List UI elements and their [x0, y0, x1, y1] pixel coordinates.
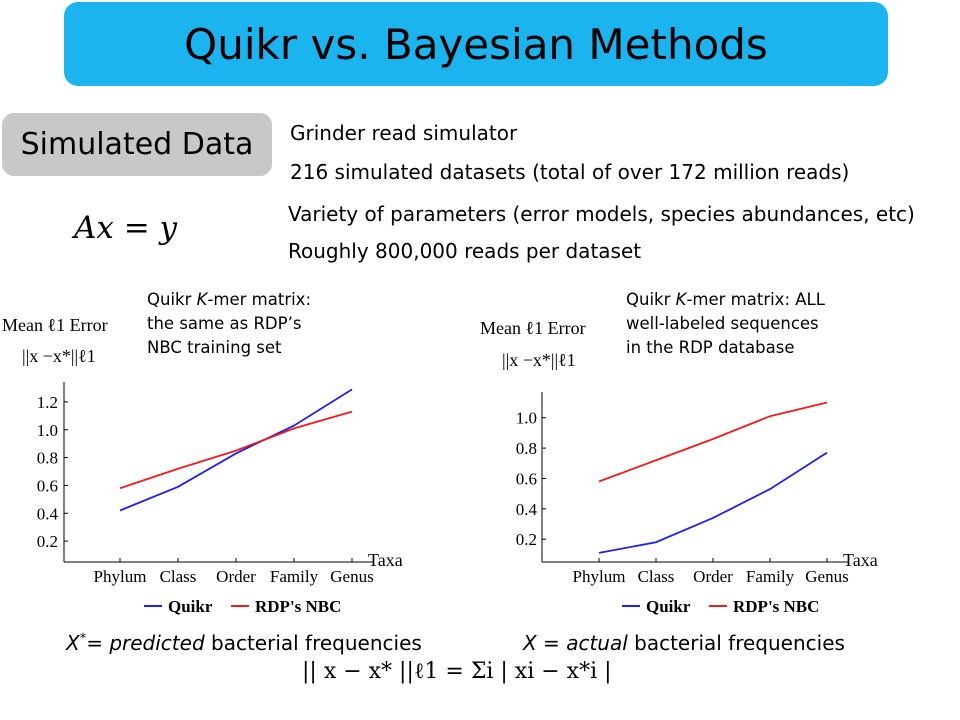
chart2-xtick-label-4: Genus [805, 567, 848, 586]
chart1-xlabel: Taxa [368, 550, 403, 570]
chart2-note-line1c: -mer matrix: ALL [686, 290, 825, 309]
caption-predicted-eq: = [86, 631, 110, 655]
chart1-ylabel-2: ||x −x*||ℓ1 [22, 346, 96, 366]
chart2-ytick-label-3: 0.8 [516, 439, 537, 458]
chart2-note-line1a: Quikr [626, 290, 676, 309]
chart2-note: Quikr K-mer matrix: ALL well-labeled seq… [626, 288, 825, 360]
chart2-xlabel: Taxa [843, 550, 878, 570]
chart2-legend-label-1: RDP's NBC [733, 597, 819, 616]
chart2-xtick-label-0: Phylum [573, 567, 626, 586]
chart2-note-line2: well-labeled sequences [626, 314, 819, 333]
equation: Ax = y [74, 210, 178, 246]
caption-predicted-text: bacterial frequencies [204, 631, 422, 655]
title-banner: Quikr vs. Bayesian Methods [64, 2, 888, 86]
chart2-series-1-line [598, 401, 828, 483]
caption-actual-em: actual [566, 631, 628, 655]
chart2-ytick-label-2: 0.6 [516, 469, 537, 488]
caption-actual-var: X = [523, 631, 567, 655]
chart2-xtick-label-2: Order [693, 567, 733, 586]
caption-actual-text: bacterial frequencies [627, 631, 845, 655]
caption-predicted-var: X [66, 631, 80, 655]
caption-predicted: X*= predicted bacterial frequencies [66, 631, 422, 655]
chart1-ytick-label-3: 0.8 [37, 449, 58, 468]
chart2-note-line1b: K [675, 290, 687, 309]
chart1-series-0-line [119, 388, 353, 512]
chart2-ytick-label-4: 1.0 [516, 409, 537, 428]
bullet-1: Grinder read simulator [290, 121, 518, 145]
l1-norm-formula: || x − x* ||ℓ1 = Σi | xi − x*i | [302, 659, 612, 684]
caption-predicted-sup: * [79, 631, 87, 647]
chart1-note-line3: NBC training set [147, 338, 282, 357]
caption-predicted-em: predicted [109, 631, 205, 655]
chart1-ytick-label-2: 0.6 [37, 476, 58, 495]
chart2-series-0-line [598, 451, 828, 554]
chart1-xtick-label-3: Family [270, 567, 319, 586]
chart2-ylabel-1: Mean ℓ1 Error [480, 318, 586, 338]
chart2-xtick-label-3: Family [746, 567, 795, 586]
chart1-ylabel-1: Mean ℓ1 Error [2, 315, 108, 335]
bullet-4: Roughly 800,000 reads per dataset [288, 239, 642, 263]
chart1-note-line1c: -mer matrix: [207, 290, 312, 309]
chart1-xtick-label-0: Phylum [94, 567, 147, 586]
chart1-note-line1b: K [196, 290, 208, 309]
slide-title: Quikr vs. Bayesian Methods [184, 19, 768, 69]
chart1-ytick-label-1: 0.4 [37, 504, 59, 523]
chart1-ytick-label-5: 1.2 [37, 393, 58, 412]
chart2-ytick-label-1: 0.4 [516, 500, 538, 519]
chart1-legend-label-0: Quikr [168, 597, 213, 616]
caption-actual: X = actual bacterial frequencies [523, 631, 845, 655]
chart1-xtick-label-4: Genus [330, 567, 373, 586]
chart1-series-1-line [119, 410, 353, 490]
bullet-3: Variety of parameters (error models, spe… [288, 202, 915, 226]
section-tag: Simulated Data [2, 113, 272, 176]
chart2-note-line3: in the RDP database [626, 338, 795, 357]
chart1-note: Quikr K-mer matrix: the same as RDP’s NB… [147, 288, 311, 360]
chart1-xtick-label-2: Order [216, 567, 256, 586]
chart2-xtick-label-1: Class [638, 567, 675, 586]
chart1-note-line1a: Quikr [147, 290, 197, 309]
chart1-note-line2: the same as RDP’s [147, 314, 302, 333]
chart2-ylabel-2: ||x −x*||ℓ1 [502, 350, 576, 370]
bullet-2: 216 simulated datasets (total of over 17… [290, 160, 850, 184]
chart1-ytick-label-4: 1.0 [37, 421, 58, 440]
chart1-xtick-label-1: Class [160, 567, 197, 586]
chart1-legend-label-1: RDP's NBC [255, 597, 341, 616]
chart2-legend-label-0: Quikr [646, 597, 691, 616]
chart2-ytick-label-0: 0.2 [516, 530, 537, 549]
chart1-ytick-label-0: 0.2 [37, 532, 58, 551]
